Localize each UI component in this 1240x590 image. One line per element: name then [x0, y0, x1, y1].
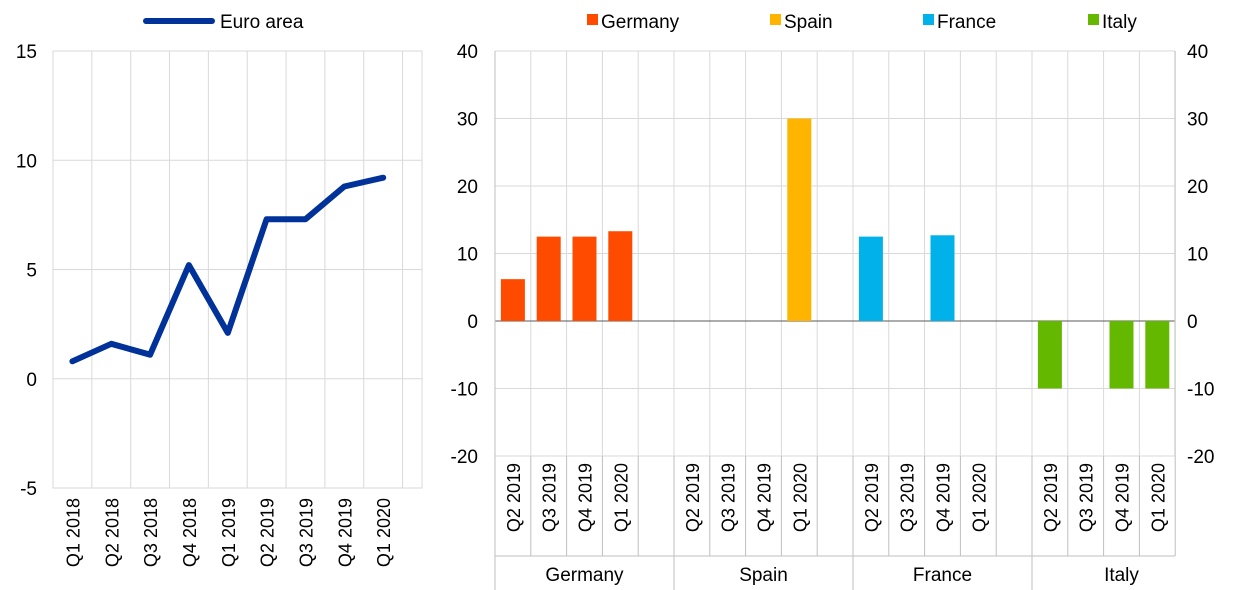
right-chart-legend: Germany Spain France Italy	[587, 12, 1137, 33]
bar-france-q2-2019	[858, 236, 883, 321]
left-chart-series	[69, 174, 387, 365]
euro-area-point	[382, 177, 384, 179]
right-x-tick-label: Q4 2019	[576, 463, 596, 532]
right-y-tick-label-left: -20	[451, 447, 478, 468]
left-x-tick-label: Q2 2019	[258, 498, 278, 567]
left-chart-y-tick-labels: 15 10 5 0 -5	[16, 42, 37, 500]
legend-swatch-france	[923, 14, 934, 25]
group-label-germany: Germany	[545, 565, 624, 586]
bar-spain-q1-2020	[787, 118, 812, 321]
right-y-tick-label-right: 40	[1187, 42, 1208, 63]
bar-italy-q2-2019	[1037, 321, 1062, 389]
left-x-tick-label: Q3 2018	[141, 498, 161, 567]
right-x-tick-label: Q2 2019	[1041, 463, 1061, 532]
euro-area-point	[149, 354, 151, 356]
right-y-tick-label-right: 10	[1187, 245, 1208, 266]
right-x-tick-label: Q1 2020	[1148, 463, 1168, 532]
left-y-tick-label: 10	[16, 151, 37, 172]
left-x-tick-label: Q1 2020	[374, 498, 394, 567]
euro-area-point	[266, 218, 268, 220]
euro-area-point	[343, 185, 345, 187]
bar-france-q4-2019	[930, 235, 955, 321]
left-y-tick-label: -5	[20, 479, 37, 500]
legend-swatch-germany	[587, 14, 598, 25]
left-x-tick-label: Q1 2019	[219, 498, 239, 567]
legend-label-euro-area: Euro area	[220, 12, 304, 33]
right-x-tick-label: Q1 2020	[790, 463, 810, 532]
legend-swatch-spain	[770, 14, 781, 25]
legend-label-italy: Italy	[1102, 12, 1137, 33]
left-chart-x-tick-labels: Q1 2018 Q2 2018 Q3 2018 Q4 2018 Q1 2019 Q2 20…	[63, 498, 394, 567]
right-y-tick-label-left: 0	[467, 312, 478, 333]
bar-germany-q3-2019	[536, 236, 561, 321]
left-x-tick-label: Q4 2018	[180, 498, 200, 567]
right-x-tick-label: Q3 2019	[898, 463, 918, 532]
right-chart-y-tick-labels: 40 40 30 30 20 20 10 10 0 0 -10 -10 -20 -20	[451, 42, 1215, 468]
left-x-tick-label: Q4 2019	[335, 498, 355, 567]
legend-label-france: France	[937, 12, 996, 33]
right-x-tick-label: Q3 2019	[1077, 463, 1097, 532]
bar-germany-q4-2019	[572, 236, 597, 321]
euro-area-point	[110, 343, 112, 345]
bar-germany-q2-2019	[500, 279, 525, 321]
group-label-spain: Spain	[739, 565, 788, 586]
left-plot-frame	[52, 50, 423, 489]
right-y-tick-label-right: 30	[1187, 110, 1208, 131]
group-label-france: France	[913, 565, 972, 586]
euro-area-point	[227, 332, 229, 334]
euro-area-point	[71, 360, 73, 362]
right-chart-axes	[494, 51, 1176, 590]
right-y-tick-label-right: 0	[1187, 312, 1198, 333]
right-x-tick-label: Q3 2019	[719, 463, 739, 532]
right-chart-gridlines	[495, 50, 1176, 457]
legend-label-spain: Spain	[784, 12, 833, 33]
right-x-tick-label: Q4 2019	[934, 463, 954, 532]
right-x-tick-label: Q2 2019	[683, 463, 703, 532]
bar-italy-q4-2019	[1109, 321, 1134, 389]
left-y-tick-label: 5	[26, 261, 37, 282]
right-chart-group-labels: Germany Spain France Italy	[545, 565, 1139, 586]
right-chart-bars	[500, 118, 1170, 389]
right-y-tick-label-right: 20	[1187, 177, 1208, 198]
left-x-tick-label: Q1 2018	[63, 498, 83, 567]
right-y-tick-label-left: 10	[457, 245, 478, 266]
right-y-tick-label-right: -10	[1187, 380, 1214, 401]
left-y-tick-label: 0	[26, 370, 37, 391]
bar-italy-q1-2020	[1145, 321, 1170, 389]
right-y-tick-label-left: -10	[451, 380, 478, 401]
legend-swatch-italy	[1088, 14, 1099, 25]
right-y-tick-label-right: -20	[1187, 447, 1214, 468]
right-x-tick-label: Q4 2019	[1113, 463, 1133, 532]
left-chart-legend: Euro area	[143, 12, 304, 33]
right-x-tick-label: Q3 2019	[540, 463, 560, 532]
group-label-italy: Italy	[1104, 565, 1139, 586]
left-y-tick-label: 15	[16, 42, 37, 63]
left-chart-gridlines	[53, 50, 422, 489]
right-x-tick-label: Q4 2019	[755, 463, 775, 532]
left-x-tick-label: Q3 2019	[296, 498, 316, 567]
right-x-tick-label: Q1 2020	[611, 463, 631, 532]
right-x-tick-label: Q2 2019	[862, 463, 882, 532]
right-chart-x-tick-labels: Q2 2019 Q3 2019 Q4 2019 Q1 2020 Q2 2019 Q3 20…	[504, 463, 1168, 532]
left-x-tick-label: Q2 2018	[102, 498, 122, 567]
right-y-tick-label-left: 20	[457, 177, 478, 198]
left-chart-axes	[52, 50, 423, 489]
euro-area-point	[188, 264, 190, 266]
bar-germany-q1-2020	[608, 231, 633, 321]
right-x-tick-label: Q1 2020	[969, 463, 989, 532]
euro-area-point	[304, 218, 306, 220]
right-y-tick-label-left: 30	[457, 110, 478, 131]
right-x-tick-label: Q2 2019	[504, 463, 524, 532]
legend-label-germany: Germany	[601, 12, 680, 33]
right-y-tick-label-left: 40	[457, 42, 478, 63]
